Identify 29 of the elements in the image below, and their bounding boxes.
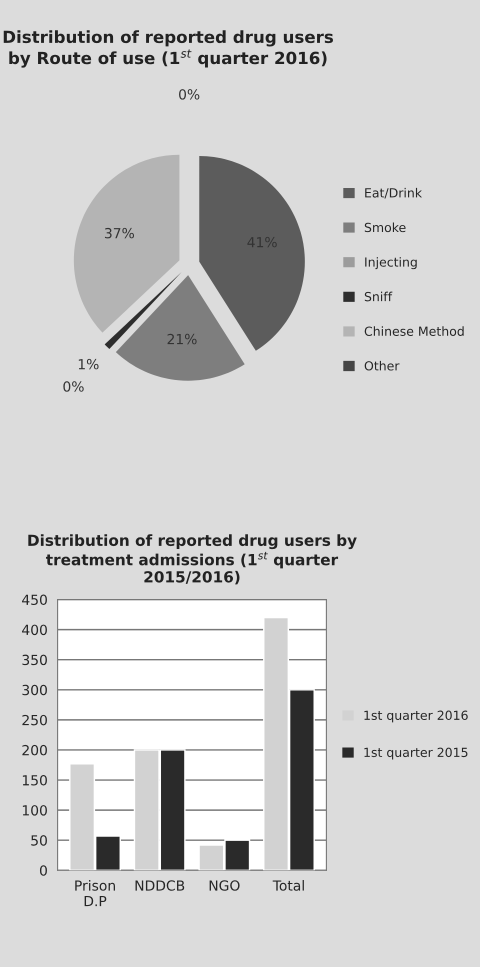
legend-label: Eat/Drink (365, 188, 422, 199)
data-label: 21% (168, 334, 197, 344)
text: 0% (179, 89, 200, 100)
chart-title: Distribution of reported drug users by Route of use (1$^{st}$ quarter 2016) (4, 30, 333, 68)
legend-label: Other (364, 360, 400, 371)
chart-title: Distribution of reported drug users by treatment admissions (1$^{st}$ quarter 2015/2016) (28, 534, 357, 584)
y-tick-label: 400 (22, 624, 47, 636)
y-tick-label: 150 (22, 775, 47, 786)
y-tick-label: 300 (22, 684, 47, 696)
legend-label: 1st quarter 2016 (364, 710, 468, 722)
legend-label: Chinese Method (364, 326, 464, 336)
x-tick-label: NGO (210, 880, 240, 891)
data-label: 1% (78, 358, 99, 370)
x-tick-label: Total (272, 880, 304, 891)
y-tick-label: 200 (22, 744, 47, 756)
y-tick-label: 0 (40, 865, 47, 876)
legend-label: 1st quarter 2015 (364, 748, 468, 760)
text: 0% (63, 381, 84, 392)
legend-label: Sniff (364, 292, 392, 302)
y-tick-label: 100 (22, 805, 47, 816)
y-tick-label: 50 (31, 835, 47, 846)
data-label: 37% (104, 228, 134, 238)
y-tick-label: 450 (22, 594, 47, 606)
x-tick-label: Prison D.P (75, 880, 115, 906)
legend-label: Injecting (365, 257, 417, 270)
legend-label: Smoke (364, 222, 406, 232)
y-tick-label: 350 (22, 654, 47, 666)
x-tick-label: NDDCB (136, 880, 184, 891)
y-tick-label: 250 (22, 714, 47, 726)
